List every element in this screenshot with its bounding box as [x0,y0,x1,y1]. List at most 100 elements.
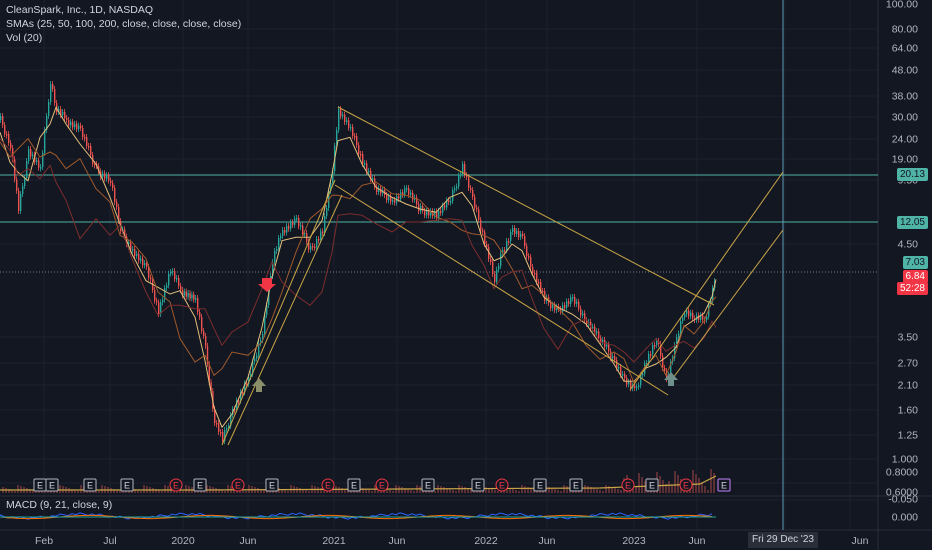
volume-bar [71,489,73,493]
volume-bar [116,490,118,493]
candle-body [458,175,460,187]
candle-body [8,134,10,143]
candle-body [392,200,394,202]
candle-body [234,409,236,411]
candle-body [564,305,566,308]
price-axis-label: 1.60 [898,405,919,417]
candle-body [2,116,4,125]
price-tag-last: 6.84 [902,270,928,283]
volume-bar [263,490,265,493]
candle-body [142,258,144,266]
volume-bar [530,488,532,493]
time-axis-label: Jun [539,535,556,547]
volume-bar [140,491,142,493]
candle-body [187,293,189,297]
candle-body [201,317,203,331]
candle-body [576,301,578,304]
candle-body [462,164,464,174]
volume-bar [248,485,250,493]
price-tag-12-05: 12.05 [896,216,928,229]
price-tag-20-13: 20.13 [896,168,928,181]
candle-body [46,116,48,130]
candle-body [38,160,40,168]
earnings-marker-icon [347,478,361,492]
volume-bar [710,469,712,493]
volume-bar [485,487,487,493]
volume-bar [245,491,247,493]
sma-indicator-label[interactable]: SMAs (25, 50, 100, 200, close, close, cl… [6,18,242,30]
volume-bar [350,491,352,493]
price-axis-label: 1.000 [892,454,918,466]
volume-bar [515,490,517,493]
candle-body [478,209,480,220]
candle-body [610,351,612,359]
candle-body [230,415,232,426]
volume-bar [179,490,181,493]
volume-bar [401,487,403,493]
volume-bar [620,490,622,493]
volume-bar [308,491,310,493]
trend-line [629,171,784,391]
volume-bar [143,485,145,493]
candle-body [468,177,470,188]
earnings-marker-label: E [325,481,331,491]
candle-body [422,206,424,211]
candle-body [402,192,404,195]
candle-body [48,102,50,116]
candle-body [54,89,56,103]
candle-body [516,231,518,234]
volume-bar [581,491,583,493]
candle-body [282,230,284,236]
volume-bar [29,489,31,493]
candle-body [596,331,598,334]
candle-body [706,316,708,320]
candle-body [340,109,342,117]
candle-body [520,234,522,237]
volume-bar [665,484,667,493]
volume-bar [452,490,454,493]
volume-bar [560,491,562,493]
candle-body [598,331,600,339]
candle-body [110,180,112,183]
candle-body [698,315,700,320]
candle-body [470,188,472,190]
candle-body [250,373,252,377]
time-axis-label: Jun [389,535,406,547]
candle-body [193,294,195,300]
candle-body [560,309,562,312]
macd-indicator-label[interactable]: MACD (9, 21, close, 9) [6,499,113,511]
candle-body [20,194,22,211]
volume-bar [587,486,589,493]
candle-body [284,230,286,233]
candle-body [189,293,191,299]
volume-bar [539,491,541,493]
volume-bar [203,491,205,493]
candle-body [220,432,222,434]
candle-body [206,346,209,364]
candle-body [140,258,142,261]
volume-bar [284,490,286,493]
volume-bar [695,474,697,493]
candle-body [18,190,20,211]
volume-indicator-label[interactable]: Vol (20) [6,32,43,44]
candle-body [183,291,186,296]
volume-bar [158,490,160,493]
volume-bar [407,489,409,493]
candle-body [16,179,18,191]
candle-body [524,236,526,246]
candle-body [530,257,532,267]
candle-body [76,123,78,130]
candle-body [66,118,68,120]
earnings-marker-icon [569,478,583,492]
candle-body [586,320,588,324]
candle-body [370,170,372,180]
candle-body [442,205,444,213]
volume-bar [584,485,586,493]
price-axis-label: 4.50 [898,239,919,251]
candle-body [158,302,160,314]
candle-body [258,343,260,356]
volume-bar [713,473,715,493]
volume-bar [371,491,373,493]
candle-body [356,136,358,145]
